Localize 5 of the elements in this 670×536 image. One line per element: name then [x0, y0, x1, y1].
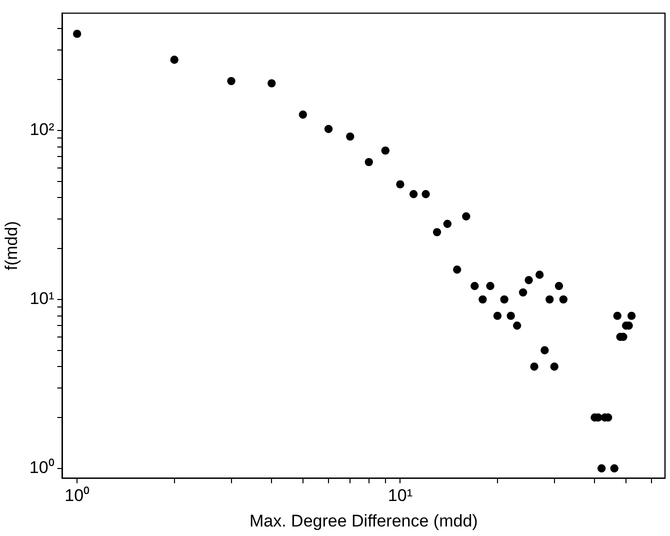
- x-axis-title: Max. Degree Difference (mdd): [249, 511, 478, 530]
- y-tick-label: 10²: [30, 120, 55, 140]
- y-tick-label: 10⁰: [29, 458, 54, 478]
- y-tick-label: 10¹: [30, 289, 55, 308]
- y-axis-title: f(mdd): [2, 221, 21, 270]
